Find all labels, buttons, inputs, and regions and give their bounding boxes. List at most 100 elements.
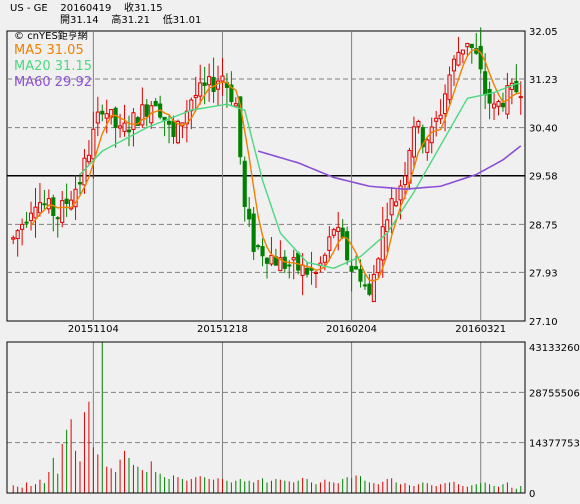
candle-body [175,120,181,144]
candle-body [28,212,34,222]
candle-body [91,128,96,160]
candle-body [233,103,238,107]
date-tick-label: 20151104 [68,324,119,335]
candle-body [296,252,301,271]
candle-body [126,129,132,133]
ma20-line [79,83,521,270]
legend-ma5: MA5 31.05 [14,43,84,58]
candle-body [492,103,497,109]
candle-body [331,229,336,236]
legend-ma20: MA20 31.15 [14,59,92,74]
candle-body [465,42,470,48]
candle-body [37,202,42,214]
candle-body [496,101,501,107]
candle-body [55,217,60,220]
candle-body [322,254,327,263]
candle-body [242,160,247,207]
candle-body [456,51,461,66]
candle-body [420,127,425,148]
candle-body [305,267,310,275]
candle-body [469,43,474,49]
date-label: 20160419 [60,3,112,14]
candle-body [189,99,194,112]
volume-tick-label: 0 [529,489,535,500]
cnyes-logo: © cnYES鉅亨網 [14,31,88,43]
ma60-line [257,145,522,190]
volume-tick-label: 143777533 [529,439,580,450]
candle-body [460,49,465,55]
candle-body [251,213,256,252]
logo-text: cnYES鉅亨網 [27,31,88,42]
date-tick-label: 20151218 [197,324,248,335]
price-tick-label: 31.23 [529,75,558,86]
candle-body [144,104,149,117]
candle-body [247,208,252,220]
candle-body [46,198,51,210]
candle-body [389,198,394,216]
candle-body [260,246,265,257]
candle-body [77,182,83,185]
volume-tick-label: 431332600 [529,343,580,354]
candle-body [478,45,483,70]
candle-body [349,265,354,272]
candle-body [438,114,443,120]
candle-body [434,117,439,122]
candle-body [24,221,29,224]
candle-body [287,264,292,267]
high-label: 高31.21 [111,15,150,26]
candle-body [202,82,207,86]
candle-body [367,283,372,295]
candle-body [340,227,345,238]
volume-tick-label: 287555067 [529,388,580,399]
candle-body [398,185,403,201]
candle-body [353,266,359,270]
candle-body [380,226,385,261]
candle-body [371,273,376,303]
candle-body [411,126,416,158]
candle-body [291,257,296,261]
candle-body [327,236,332,251]
price-tick-label: 27.93 [529,268,558,279]
candle-body [220,75,225,82]
candle-body [376,258,381,274]
candle-body [69,199,74,210]
candle-body [140,104,145,126]
candle-body [15,230,20,240]
volume-panel: 431332600 287555067 143777533 0 [6,341,580,500]
candle-body [385,219,390,233]
candle-body [118,125,123,129]
candle-body [100,110,105,115]
price-tick-label: 28.75 [529,220,558,231]
candle-body [487,88,492,104]
candle-body [122,122,127,132]
legend-ma60: MA60 29.92 [14,75,92,90]
candle-body [483,71,488,96]
candle-body [500,102,506,108]
candle-body [336,226,341,232]
price-tick-label: 29.58 [529,172,558,183]
copyright-icon: © [14,31,24,42]
candle-body [215,80,221,90]
candle-body [394,201,399,207]
price-tick-label: 32.05 [529,27,558,38]
candle-body [73,188,78,208]
candle-body [514,80,519,93]
candle-body [207,76,212,86]
candle-body [193,94,198,99]
date-tick-label: 20160321 [455,324,506,335]
candle-body [113,107,118,128]
candle-body [42,203,47,206]
price-tick-label: 30.40 [529,124,558,135]
candle-body [429,126,434,144]
candle-body [278,257,283,272]
candle-body [269,254,274,265]
candle-body [425,139,430,153]
candle-body [264,257,270,264]
candle-body [300,264,305,276]
close-label: 收31.15 [124,3,163,14]
candle-body [166,120,172,125]
candle-body [447,74,452,101]
candle-body [198,82,203,97]
